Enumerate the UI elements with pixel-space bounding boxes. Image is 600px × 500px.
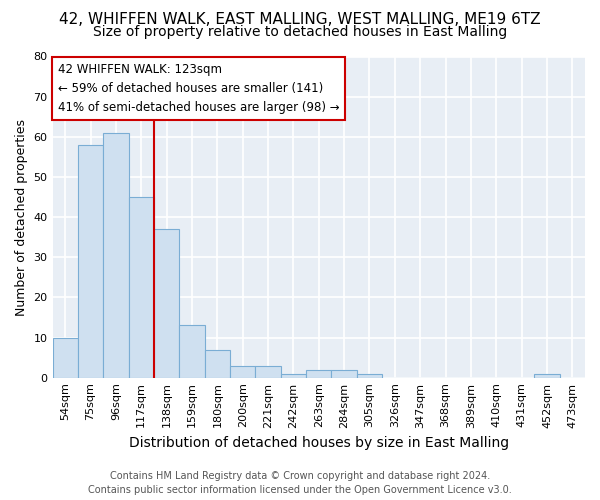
Bar [256,366,281,378]
Bar [331,370,357,378]
Bar [230,366,256,378]
Bar [128,197,154,378]
Bar [154,229,179,378]
X-axis label: Distribution of detached houses by size in East Malling: Distribution of detached houses by size … [129,436,509,450]
Bar [357,374,382,378]
Bar [179,326,205,378]
Bar [534,374,560,378]
Text: Contains HM Land Registry data © Crown copyright and database right 2024.
Contai: Contains HM Land Registry data © Crown c… [88,471,512,495]
Bar [53,338,78,378]
Bar [103,133,128,378]
Bar [281,374,306,378]
Text: 42 WHIFFEN WALK: 123sqm
← 59% of detached houses are smaller (141)
41% of semi-d: 42 WHIFFEN WALK: 123sqm ← 59% of detache… [58,63,340,114]
Text: Size of property relative to detached houses in East Malling: Size of property relative to detached ho… [93,25,507,39]
Bar [78,145,103,378]
Bar [205,350,230,378]
Text: 42, WHIFFEN WALK, EAST MALLING, WEST MALLING, ME19 6TZ: 42, WHIFFEN WALK, EAST MALLING, WEST MAL… [59,12,541,28]
Y-axis label: Number of detached properties: Number of detached properties [15,118,28,316]
Bar [306,370,331,378]
